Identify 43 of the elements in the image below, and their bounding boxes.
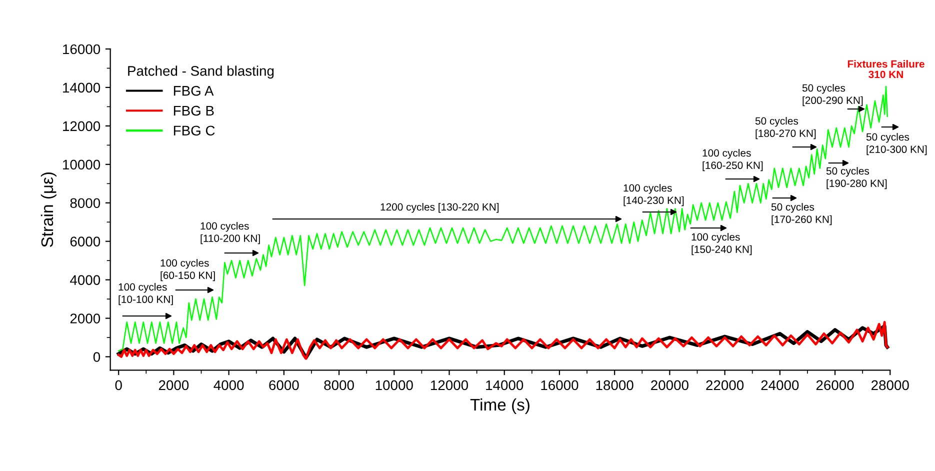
x-tick-label: 10000: [376, 380, 413, 390]
legend-label: FBG C: [174, 126, 215, 136]
x-tick-label: 24000: [761, 380, 799, 390]
y-tick-label: 8000: [70, 198, 100, 208]
x-tick-label: 16000: [541, 380, 578, 390]
y-tick-label: 0: [93, 352, 100, 362]
annotation: 100 cycles [10-100 KN]: [118, 283, 173, 306]
y-tick-label: 4000: [70, 275, 100, 285]
x-tick-label: 14000: [486, 380, 524, 390]
x-axis-title: Time (s): [470, 398, 530, 414]
x-tick-label: 28000: [872, 380, 909, 390]
x-tick-label: 26000: [816, 380, 854, 390]
annotation: 50 cycles [190-280 KN]: [826, 167, 887, 190]
annotation: 50 cycles [180-270 KN]: [755, 117, 816, 140]
x-tick-label: 2000: [158, 380, 189, 390]
x-tick-label: 8000: [324, 380, 354, 390]
y-tick-label: 6000: [70, 236, 100, 246]
x-tick-label: 4000: [214, 380, 244, 390]
annotation: 100 cycles [60-150 KN]: [160, 259, 215, 282]
y-tick-label: 14000: [63, 82, 100, 93]
y-axis-title: Strain (με): [40, 172, 56, 247]
annotation: 50 cycles [210-300 KN]: [866, 133, 927, 156]
x-tick-label: 0: [115, 380, 122, 390]
y-tick-label: 10000: [63, 160, 100, 170]
annotation: 1200 cycles [130-220 KN]: [380, 203, 499, 213]
legend-title: Patched - Sand blasting: [128, 66, 274, 79]
x-tick-label: 12000: [431, 380, 468, 390]
y-tick-label: 16000: [63, 44, 100, 54]
annotation: 50 cycles [170-260 KN]: [771, 203, 832, 226]
x-tick-label: 18000: [596, 380, 634, 390]
annotation: 100 cycles [110-200 KN]: [200, 222, 260, 244]
x-tick-label: 6000: [269, 380, 299, 390]
x-tick-label: 22000: [706, 380, 744, 390]
legend-label: FBG B: [174, 106, 214, 116]
annotation: 100 cycles [150-240 KN]: [692, 233, 752, 256]
x-tick-label: 20000: [651, 380, 688, 390]
legend-label: FBG A: [174, 86, 214, 96]
y-tick-label: 12000: [63, 121, 100, 132]
annotation: 100 cycles [160-250 KN]: [702, 149, 763, 172]
annotation: 100 cycles [140-230 KN]: [624, 184, 684, 206]
annotation: Fixtures Failure 310 KN: [848, 60, 924, 78]
annotation: 50 cycles [200-290 KN]: [802, 84, 863, 106]
y-tick-label: 2000: [70, 314, 100, 324]
